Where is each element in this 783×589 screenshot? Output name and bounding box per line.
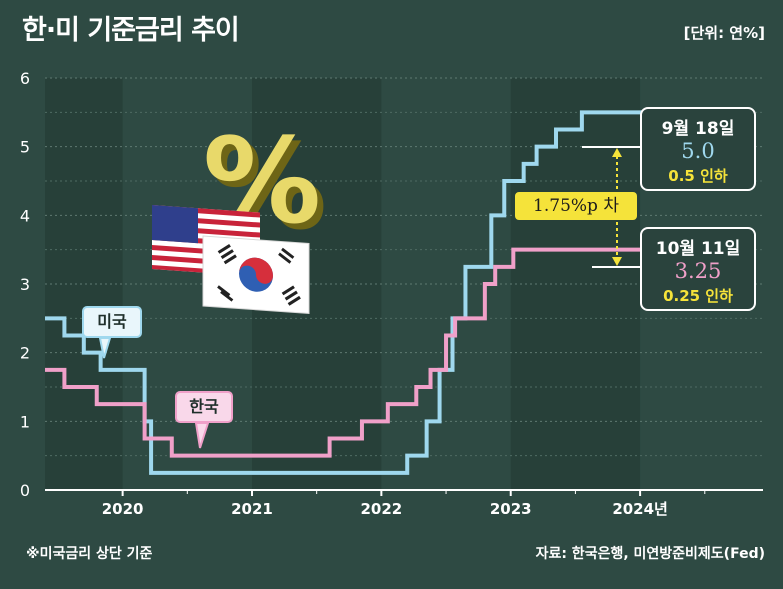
x-tick-label: 2021	[231, 500, 273, 518]
x-tick-label: 2020	[102, 500, 144, 518]
korea-flag-icon	[202, 235, 310, 314]
us-rate-callout: 9월 18일 5.0 0.5 인하	[640, 107, 756, 191]
x-tick-label: 2023	[490, 500, 532, 518]
us-callout-change: 0.5 인하	[668, 167, 728, 185]
y-tick-label: 1	[20, 412, 30, 431]
y-tick-label: 5	[20, 138, 30, 157]
us-label-pointer	[98, 337, 112, 359]
y-tick-label: 3	[20, 275, 30, 294]
y-tick-label: 4	[20, 206, 30, 225]
y-tick-label: 0	[20, 481, 30, 500]
x-tick-label: 2024년	[612, 500, 668, 518]
series-line-kr	[45, 247, 744, 458]
kr-callout-rate: 3.25	[674, 259, 722, 283]
gap-arrow-top-head	[612, 148, 622, 157]
kr-series-label: 한국	[175, 391, 233, 423]
us-series-label: 미국	[82, 306, 142, 338]
source-note: 자료: 한국은행, 미연방준비제도(Fed)	[535, 546, 765, 562]
unit-label: [단위: 연%]	[683, 24, 765, 42]
y-tick-label: 2	[20, 344, 30, 363]
gap-arrow-bottom-head	[612, 257, 622, 266]
us-callout-rate: 5.0	[681, 139, 715, 163]
kr-rate-callout: 10월 11일 3.25 0.25 인하	[640, 227, 756, 311]
us-callout-date: 9월 18일	[661, 119, 735, 139]
x-tick-label: 2022	[360, 500, 402, 518]
footnote: ※미국금리 상단 기준	[26, 546, 153, 562]
series-line-us	[45, 110, 733, 475]
y-tick-label: 6	[20, 69, 30, 88]
year-band	[45, 78, 123, 490]
kr-label-pointer	[194, 422, 210, 449]
kr-callout-change: 0.25 인하	[663, 287, 733, 305]
chart-title: 한·미 기준금리 추이	[22, 15, 240, 46]
rate-gap-badge: 1.75%p 차	[515, 192, 637, 220]
kr-callout-date: 10월 11일	[655, 239, 741, 259]
